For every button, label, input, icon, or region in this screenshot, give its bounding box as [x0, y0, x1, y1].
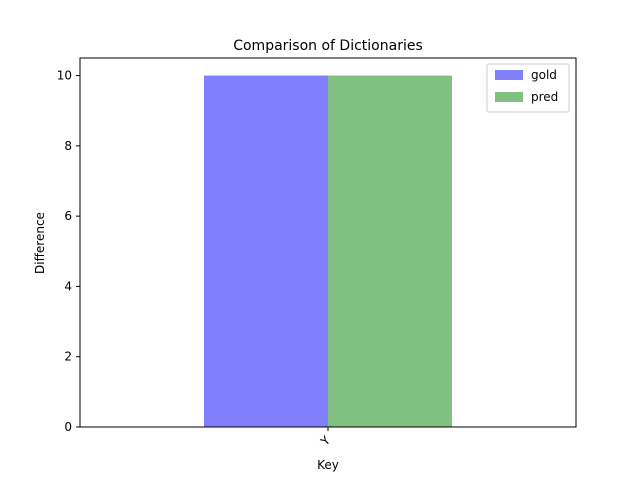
- y-tick-label: 8: [64, 139, 72, 153]
- y-tick-label: 0: [64, 420, 72, 434]
- x-tick-label: Y: [317, 433, 333, 449]
- y-tick-label: 6: [64, 209, 72, 223]
- x-axis-label: Key: [317, 458, 339, 472]
- legend-swatch-gold: [495, 70, 523, 80]
- legend-swatch-pred: [495, 92, 523, 102]
- y-tick-label: 4: [64, 279, 72, 293]
- legend-label-pred: pred: [531, 90, 558, 104]
- y-axis-label: Difference: [33, 212, 47, 274]
- chart-title: Comparison of Dictionaries: [233, 38, 423, 54]
- bar-gold-0: [204, 75, 328, 428]
- y-tick-label: 2: [64, 350, 72, 364]
- y-tick-label: 10: [57, 69, 72, 83]
- legend-label-gold: gold: [531, 68, 557, 82]
- bar-pred-0: [328, 75, 452, 428]
